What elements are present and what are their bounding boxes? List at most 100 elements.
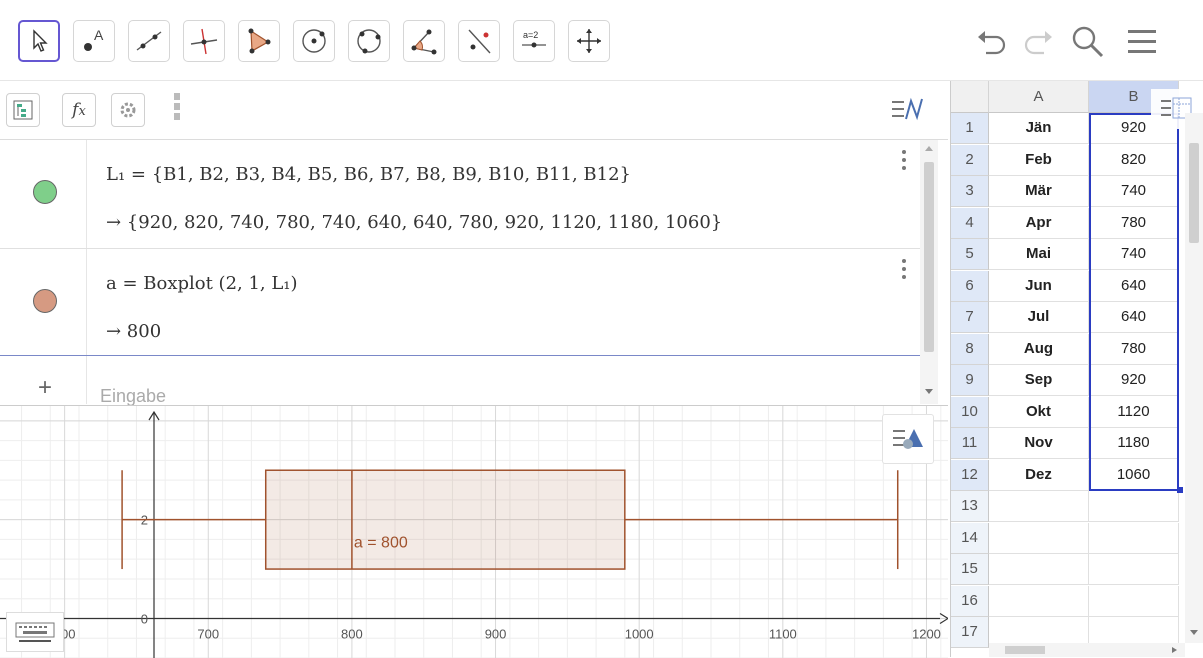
algebra-description-button[interactable]: [6, 93, 40, 127]
row-header[interactable]: 2: [951, 144, 989, 176]
cell-a[interactable]: Sep: [989, 365, 1089, 396]
row-menu-icon[interactable]: [902, 259, 906, 283]
visibility-toggle-icon[interactable]: [33, 289, 57, 313]
row-header[interactable]: 9: [951, 365, 989, 396]
cell-a[interactable]: Mär: [989, 176, 1089, 207]
angle-tool-button[interactable]: [403, 20, 445, 62]
cell-a[interactable]: Nov: [989, 428, 1089, 459]
graphics-view[interactable]: 60070080090010001100120002a = 800: [0, 405, 948, 658]
reflect-tool-icon: [468, 29, 491, 54]
perpendicular-line-tool-button[interactable]: [183, 20, 225, 62]
algebra-input-row[interactable]: + Eingabe: [0, 356, 920, 406]
spreadsheet-horizontal-scrollbar[interactable]: [989, 643, 1185, 657]
scroll-down-icon[interactable]: [924, 388, 934, 396]
more-options-icon[interactable]: [174, 93, 180, 120]
row-header[interactable]: 4: [951, 207, 989, 239]
circle-tool-button[interactable]: [293, 20, 335, 62]
redo-button[interactable]: [1018, 22, 1058, 62]
x-tick-label: 1000: [625, 626, 654, 641]
cell-a[interactable]: Feb: [989, 144, 1089, 176]
row-header[interactable]: 11: [951, 428, 989, 459]
main-menu-button[interactable]: [1122, 22, 1162, 62]
circle-three-points-tool-button[interactable]: [348, 20, 390, 62]
row-menu-icon[interactable]: [902, 150, 906, 174]
spreadsheet-view[interactable]: A B 1 Jän 920 2 Feb 820 3 Mär 740 4 Apr 780 5 Mai 740 6…: [950, 81, 1203, 657]
scroll-up-icon[interactable]: [924, 144, 934, 152]
cell-selection: [1089, 113, 1179, 491]
algebra-scrollbar[interactable]: [920, 140, 938, 404]
keyboard-button[interactable]: [6, 612, 64, 652]
add-input-icon[interactable]: +: [38, 374, 53, 401]
row-header[interactable]: 17: [951, 617, 989, 648]
cell-b[interactable]: [1089, 491, 1179, 522]
visibility-toggle-icon[interactable]: [33, 180, 57, 204]
algebra-definition[interactable]: L₁ = {B1, B2, B3, B4, B5, B6, B7, B8, B9…: [106, 164, 631, 185]
cell-a[interactable]: Jun: [989, 270, 1089, 302]
graphics-style-button[interactable]: [890, 95, 924, 130]
y-axis-arrow: [148, 410, 160, 421]
point-tool-button[interactable]: A: [73, 20, 115, 62]
slider-tool-label: a=2: [523, 30, 538, 40]
redo-icon: [1024, 31, 1052, 55]
algebra-definition[interactable]: a = Boxplot (2, 1, L₁): [106, 273, 298, 294]
fx-icon: fx: [72, 100, 86, 120]
row-header[interactable]: 3: [951, 176, 989, 207]
scroll-down-icon[interactable]: [1189, 629, 1199, 637]
settings-button[interactable]: [111, 93, 145, 127]
spreadsheet-vertical-scrollbar[interactable]: [1185, 113, 1203, 643]
cell-a[interactable]: [989, 522, 1089, 554]
angle-tool-icon: [411, 29, 437, 55]
x-tick-label: 1100: [769, 626, 797, 641]
row-header[interactable]: 7: [951, 302, 989, 333]
row-header[interactable]: 10: [951, 396, 989, 428]
cell-a[interactable]: Mai: [989, 239, 1089, 270]
y-tick-label: 0: [141, 611, 148, 626]
x-tick-label: 1200: [912, 626, 941, 641]
cell-a[interactable]: Apr: [989, 207, 1089, 239]
input-placeholder[interactable]: Eingabe: [100, 386, 167, 406]
move-graphics-view-tool-button[interactable]: [568, 20, 610, 62]
cell-a[interactable]: Aug: [989, 333, 1089, 365]
style-bar-toggle-icon: [892, 97, 923, 121]
cell-a[interactable]: Dez: [989, 459, 1089, 491]
move-tool-button[interactable]: [18, 20, 60, 62]
cell-a[interactable]: [989, 491, 1089, 522]
reflect-tool-button[interactable]: [458, 20, 500, 62]
graphics-canvas[interactable]: 60070080090010001100120002a = 800: [0, 406, 948, 658]
graphics-style-bar-icon: [893, 429, 923, 449]
line-tool-button[interactable]: [128, 20, 170, 62]
row-header[interactable]: 15: [951, 554, 989, 585]
cell-a[interactable]: Jul: [989, 302, 1089, 333]
x-tick-label: 800: [341, 626, 363, 641]
fx-button[interactable]: fx: [62, 93, 96, 127]
row-header[interactable]: 1: [951, 113, 989, 144]
row-header[interactable]: 14: [951, 522, 989, 554]
cell-b[interactable]: [1089, 554, 1179, 585]
graphics-style-bar-button[interactable]: [882, 414, 934, 464]
cell-a[interactable]: [989, 554, 1089, 585]
fill-handle[interactable]: [1177, 487, 1183, 493]
row-header[interactable]: 8: [951, 333, 989, 365]
corner-header[interactable]: [951, 81, 989, 113]
cell-a[interactable]: Jän: [989, 113, 1089, 144]
polygon-tool-button[interactable]: [238, 20, 280, 62]
row-header[interactable]: 6: [951, 270, 989, 302]
search-button[interactable]: [1068, 22, 1108, 62]
column-header-a[interactable]: A: [989, 81, 1089, 113]
cell-b[interactable]: [1089, 522, 1179, 554]
row-header[interactable]: 5: [951, 239, 989, 270]
x-tick-label: 900: [485, 626, 507, 641]
row-header[interactable]: 13: [951, 491, 989, 522]
scroll-right-icon[interactable]: [1171, 646, 1179, 654]
perpendicular-line-tool-icon: [190, 28, 218, 55]
cell-b[interactable]: [1089, 585, 1179, 617]
algebra-row-l1[interactable]: L₁ = {B1, B2, B3, B4, B5, B6, B7, B8, B9…: [0, 140, 920, 249]
row-header[interactable]: 12: [951, 459, 989, 491]
slider-tool-button[interactable]: a=2: [513, 20, 555, 62]
cell-a[interactable]: Okt: [989, 396, 1089, 428]
circle-center-point-tool-icon: [302, 29, 326, 53]
cell-a[interactable]: [989, 585, 1089, 617]
row-header[interactable]: 16: [951, 585, 989, 617]
algebra-row-a[interactable]: a = Boxplot (2, 1, L₁) → 800: [0, 249, 920, 356]
undo-button[interactable]: [972, 22, 1012, 62]
